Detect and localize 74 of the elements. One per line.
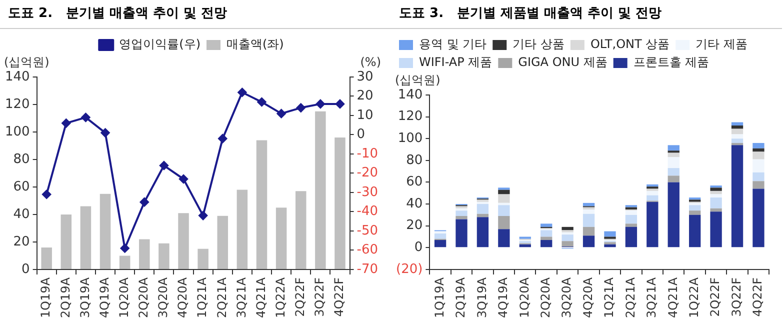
- y-tick-label: 0: [414, 240, 423, 256]
- y2-tick-label: -70: [356, 262, 378, 277]
- x-tick-label: 3Q19A: [78, 276, 92, 318]
- x-tick-label: 2Q19A: [58, 276, 72, 318]
- x-tick-label: 1Q22A: [686, 276, 701, 318]
- legend-label: 매출액(좌): [226, 37, 284, 52]
- x-tick-label: 2Q22F: [292, 277, 307, 317]
- legend-label: 프론트홀 제품: [633, 55, 710, 70]
- chart-title: 도표 3. 분기별 제품별 매출액 추이 및 전망: [391, 0, 782, 29]
- y-tick-label: 40: [406, 196, 423, 212]
- x-tick-label: 3Q21A: [644, 276, 659, 318]
- y-tick-label: (20): [396, 262, 423, 277]
- x-tick-label: 4Q21A: [254, 276, 268, 318]
- y-tick-label: 140: [398, 87, 423, 102]
- legend-label: 기타 제품: [696, 37, 748, 52]
- y-tick-label: 140: [4, 69, 30, 84]
- legend-label: GIGA ONU 제품: [518, 55, 608, 70]
- x-tick-label: 3Q19A: [474, 276, 489, 318]
- x-tick-label: 4Q20A: [580, 276, 595, 318]
- y-tick-label: 80: [13, 152, 30, 167]
- y-tick-label: 100: [398, 130, 423, 146]
- x-tick-label: 2Q20A: [136, 276, 151, 318]
- legend-label: OLT,ONT 상품: [590, 37, 670, 52]
- legend-label: WIFI-AP 제품: [419, 55, 492, 70]
- y2-tick-label: 10: [356, 108, 374, 123]
- x-tick-label: 1Q20A: [517, 276, 532, 318]
- y2-axis-title: (%): [360, 55, 381, 70]
- legend-label: 용역 및 기타: [419, 37, 487, 52]
- y-tick-label: 20: [13, 234, 30, 250]
- y2-tick-label: 0: [356, 127, 366, 142]
- y-tick-label: 120: [4, 96, 30, 112]
- y-axis-title: (십억원): [4, 55, 50, 70]
- x-tick-label: 4Q19A: [97, 276, 112, 318]
- x-tick-label: 2Q20A: [538, 276, 552, 318]
- x-tick-label: 3Q22F: [729, 277, 744, 317]
- x-tick-label: 1Q19A: [38, 276, 53, 318]
- y-tick-label: 20: [406, 218, 423, 234]
- x-tick-label: 2Q21A: [214, 276, 229, 318]
- x-tick-label: 3Q20A: [560, 276, 574, 318]
- y-tick-label: 100: [4, 124, 30, 140]
- x-tick-label: 4Q22F: [332, 277, 346, 317]
- y2-tick-label: -20: [356, 166, 378, 181]
- x-tick-label: 1Q22A: [273, 276, 288, 318]
- y-tick-label: 120: [398, 109, 423, 124]
- x-tick-label: 4Q21A: [666, 276, 680, 318]
- x-tick-label: 2Q19A: [454, 276, 468, 318]
- x-tick-label: 4Q19A: [496, 276, 510, 318]
- x-tick-label: 1Q21A: [195, 276, 210, 318]
- y2-tick-label: -60: [356, 242, 378, 258]
- chart-title: 도표 2. 분기별 매출액 추이 및 전망: [0, 0, 391, 29]
- x-tick-label: 2Q22F: [708, 277, 722, 317]
- y2-tick-label: 30: [356, 69, 374, 84]
- y-tick-label: 0: [22, 262, 30, 277]
- y2-tick-label: 20: [356, 88, 374, 104]
- x-tick-label: 1Q19A: [432, 276, 446, 318]
- x-tick-label: 3Q22F: [312, 277, 327, 317]
- x-tick-label: 2Q21A: [623, 276, 638, 318]
- legend-label: 영업이익률(우): [119, 37, 201, 52]
- x-tick-label: 3Q21A: [234, 276, 248, 318]
- y2-tick-label: -40: [356, 204, 378, 220]
- y-tick-label: 40: [13, 206, 30, 222]
- x-tick-label: 1Q21A: [602, 276, 616, 318]
- y2-tick-label: -10: [356, 146, 378, 162]
- y2-tick-label: -50: [356, 223, 378, 238]
- x-tick-label: 4Q20A: [176, 276, 190, 318]
- x-tick-label: 1Q20A: [116, 276, 131, 318]
- y2-tick-label: -30: [356, 184, 378, 200]
- y-axis-title: (십억원): [395, 73, 440, 88]
- y-tick-label: 80: [406, 152, 423, 168]
- x-tick-label: 4Q22F: [750, 277, 765, 317]
- y-tick-label: 60: [406, 174, 423, 190]
- y-tick-label: 60: [13, 179, 30, 194]
- legend-label: 기타 상품: [512, 37, 564, 52]
- x-tick-label: 3Q20A: [156, 276, 170, 318]
